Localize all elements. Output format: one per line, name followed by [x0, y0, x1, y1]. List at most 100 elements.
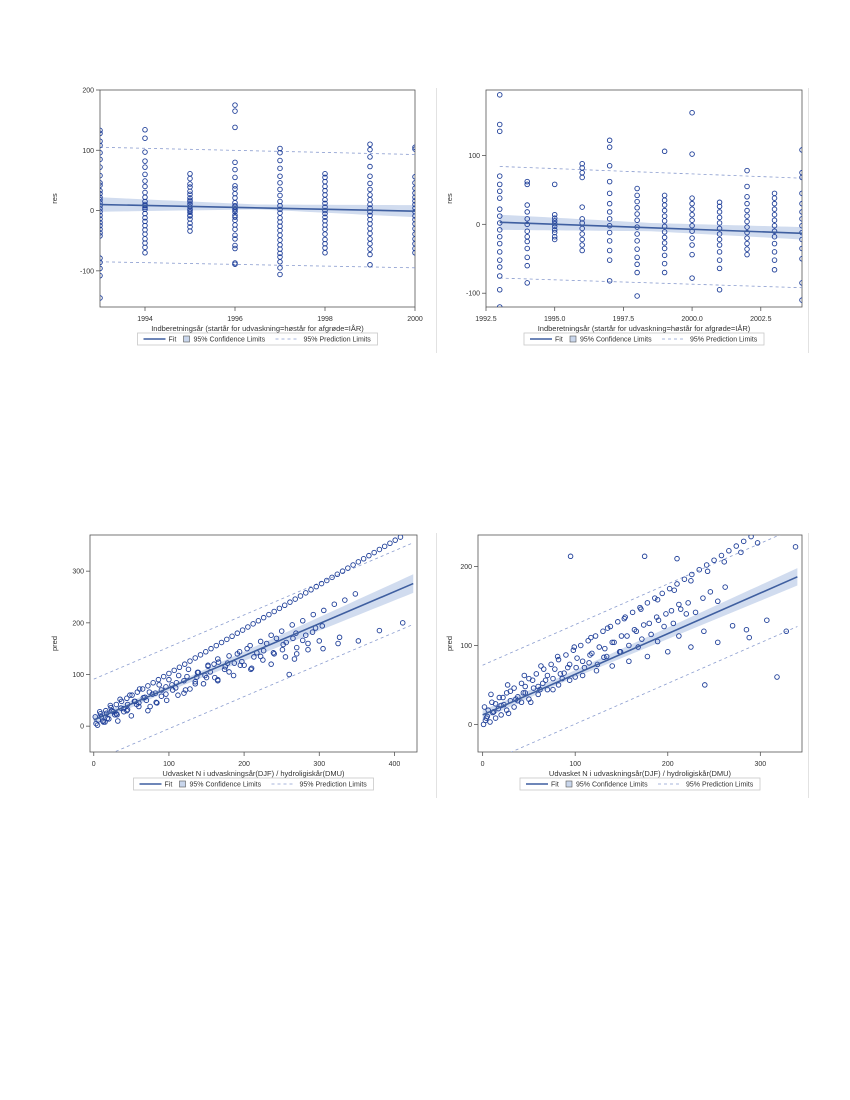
data-point	[412, 201, 415, 208]
data-point	[412, 144, 415, 151]
data-point	[683, 611, 690, 617]
data-point	[489, 699, 495, 706]
data-point	[554, 653, 561, 660]
y-tick-label: 100	[82, 148, 94, 155]
data-point	[367, 146, 373, 153]
data-point	[94, 722, 101, 728]
data-point	[412, 205, 415, 211]
data-point	[496, 257, 503, 263]
data-point	[110, 708, 117, 715]
x-tick-label: 0	[481, 761, 485, 768]
data-point	[703, 562, 710, 568]
data-point	[524, 280, 530, 286]
x-tick-label: 300	[754, 761, 766, 768]
data-point	[187, 207, 193, 214]
data-point	[661, 218, 668, 224]
data-point	[771, 200, 778, 207]
data-point	[744, 200, 750, 207]
data-point	[292, 596, 298, 602]
data-point	[302, 632, 309, 638]
data-point	[248, 666, 254, 673]
data-point	[100, 164, 103, 170]
data-point	[367, 262, 373, 268]
data-point	[634, 261, 640, 268]
data-point	[268, 632, 274, 638]
data-point	[606, 190, 613, 197]
data-point	[544, 686, 551, 693]
data-point	[260, 657, 266, 663]
data-point	[412, 194, 415, 201]
data-point	[381, 543, 388, 550]
y-tick-label: 100	[460, 643, 472, 650]
data-point	[634, 192, 640, 199]
data-point	[232, 232, 238, 239]
data-point	[634, 231, 640, 237]
chart-1-svg: 1994 1996 1998 2000 -100 0 100 200 Indberetnings…	[50, 88, 423, 346]
data-point	[551, 211, 558, 218]
data-point	[142, 149, 148, 155]
data-point	[232, 174, 238, 181]
data-point	[764, 617, 770, 623]
data-point	[579, 225, 585, 232]
data-point	[771, 267, 778, 273]
data-point	[689, 200, 695, 207]
data-point	[538, 663, 544, 669]
data-point	[579, 247, 585, 254]
y-tick-label: 0	[468, 722, 472, 729]
data-point	[100, 156, 103, 163]
data-point	[496, 195, 503, 201]
x-tick-label: 2000.0	[681, 316, 703, 323]
data-point	[579, 216, 585, 222]
data-point	[226, 669, 232, 675]
x-tick-label: 100	[163, 761, 175, 768]
data-point	[711, 557, 717, 564]
data-point	[412, 245, 415, 252]
data-point	[322, 207, 328, 214]
y-axis-label: pred	[445, 636, 454, 651]
data-point	[771, 257, 778, 263]
data-point	[221, 666, 228, 673]
data-point	[412, 146, 415, 152]
data-point	[681, 576, 688, 582]
data-point	[606, 144, 613, 150]
data-point	[604, 625, 611, 631]
y-tick-label: 300	[72, 569, 84, 576]
data-point	[631, 626, 638, 633]
data-point	[496, 264, 503, 270]
data-point	[665, 649, 671, 655]
data-point	[250, 621, 256, 627]
data-point	[799, 280, 802, 286]
data-point	[200, 681, 207, 687]
data-point	[145, 707, 151, 714]
x-axis-label: Udvasket N i udvaskningsår(DJF) / hydrol…	[162, 769, 345, 778]
data-point	[565, 664, 571, 671]
data-point	[245, 624, 251, 630]
data-point	[234, 630, 241, 636]
legend-fit-label: Fit	[165, 782, 173, 789]
x-axis-label: Indberetningsår (startår for udvaskning=…	[538, 324, 751, 333]
data-point	[674, 555, 680, 562]
data-point	[722, 584, 728, 590]
data-point	[277, 157, 283, 164]
data-point	[799, 190, 802, 197]
data-point	[277, 149, 283, 156]
data-point	[579, 174, 585, 181]
data-point	[147, 703, 153, 710]
data-point	[771, 240, 778, 247]
data-point	[371, 549, 377, 556]
data-point	[251, 654, 257, 660]
data-point	[715, 639, 721, 646]
data-point	[500, 694, 506, 701]
data-point	[187, 198, 193, 205]
data-point	[277, 271, 283, 278]
data-point	[504, 682, 511, 688]
data-point	[579, 242, 585, 248]
y-axis-label: pred	[50, 636, 59, 651]
x-tick-label: 1992.5	[475, 316, 497, 323]
data-point	[663, 611, 669, 617]
data-point	[716, 231, 723, 237]
data-point	[526, 675, 532, 682]
fit-line	[482, 576, 798, 716]
data-point	[175, 672, 182, 679]
data-point	[268, 661, 274, 667]
